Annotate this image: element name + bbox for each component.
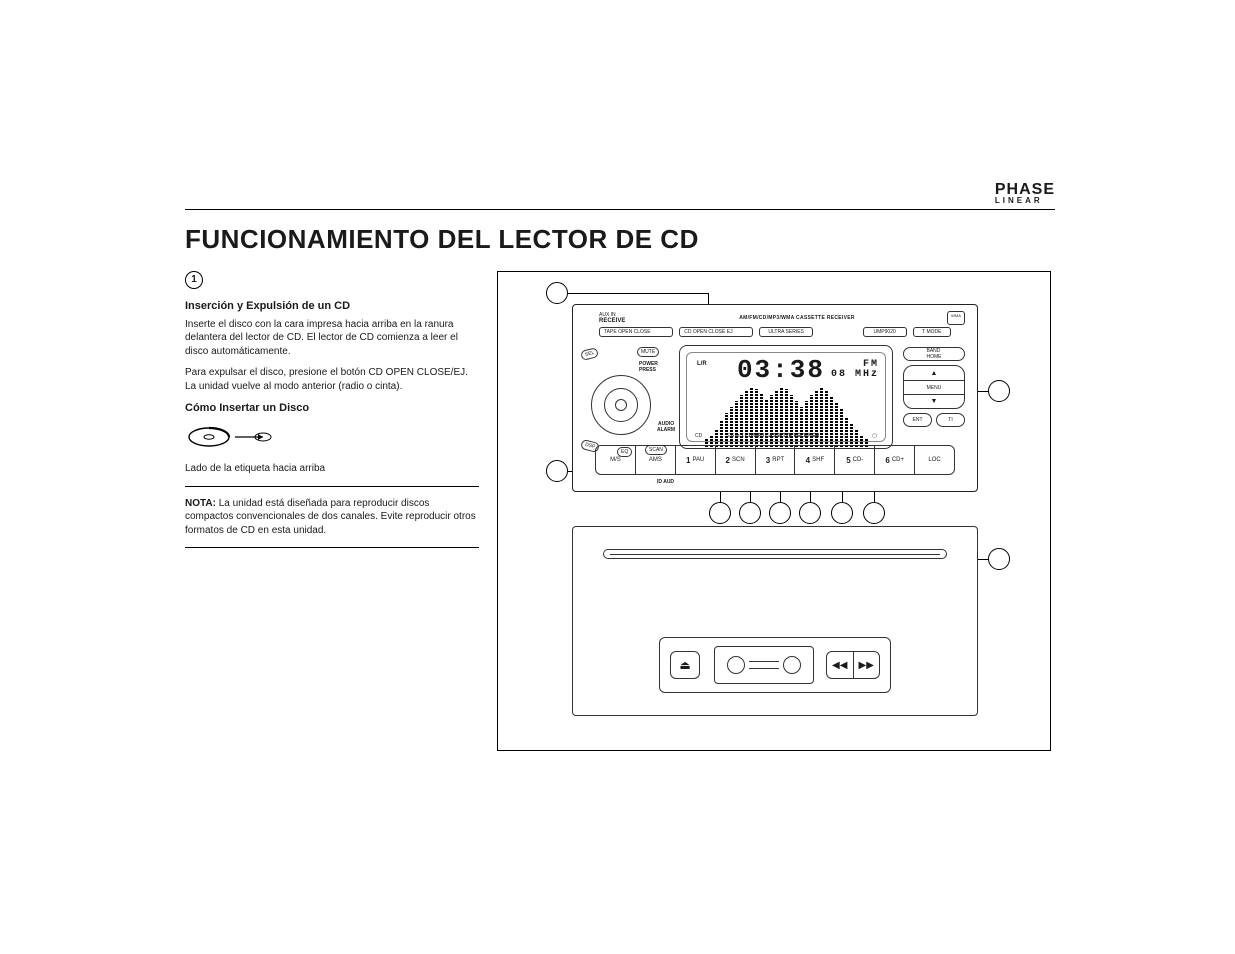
ti-button[interactable]: TI bbox=[936, 413, 965, 427]
cassette-door: ⏏ ◀◀ ▶▶ bbox=[659, 637, 891, 693]
callout-1-label: 1 bbox=[185, 271, 203, 289]
top-tabs: TAPE OPEN CLOSE CD OPEN CLOSE EJ ULTRA S… bbox=[599, 327, 951, 337]
lcd-equalizer bbox=[687, 385, 885, 449]
text-column: 1 Inserción y Expulsión de un CD Inserte… bbox=[185, 271, 479, 751]
callout-circle-slot bbox=[988, 548, 1010, 570]
cassette-forward-button[interactable]: ▶▶ bbox=[854, 652, 880, 678]
tape-open-close-button[interactable]: TAPE OPEN CLOSE bbox=[599, 327, 673, 337]
aux-in-bold: RECEIVE bbox=[599, 318, 625, 324]
ent-button[interactable]: ENT bbox=[903, 413, 932, 427]
brand-line2: LINEAR bbox=[995, 197, 1055, 204]
nav-stack: ▲ MENU ▼ bbox=[903, 365, 965, 409]
preset-button-m/s[interactable]: M/S bbox=[596, 446, 635, 474]
preset-button-2[interactable]: 2SCN bbox=[715, 446, 755, 474]
diagram-column: AUX IN RECEIVE WMA AM/FM/CD/MP3/WMA CASS… bbox=[497, 271, 1055, 751]
heading-insert-eject: Inserción y Expulsión de un CD bbox=[185, 299, 479, 314]
series-badge: ULTRA SERIES bbox=[759, 327, 812, 337]
cassette-window bbox=[714, 646, 814, 684]
diagram-frame: AUX IN RECEIVE WMA AM/FM/CD/MP3/WMA CASS… bbox=[497, 271, 1051, 751]
sel-button[interactable]: SEL bbox=[580, 347, 599, 361]
callout-circle-b6 bbox=[863, 502, 885, 524]
note-heading: NOTA: bbox=[185, 498, 216, 509]
aux-in-label: AUX IN RECEIVE bbox=[599, 313, 625, 324]
header-strip: AM/FM/CD/MP3/WMA CASSETTE RECEIVER bbox=[643, 315, 951, 321]
power-button[interactable] bbox=[615, 399, 627, 411]
rule-note-bottom bbox=[185, 547, 479, 548]
brand-line1: PHASE bbox=[995, 183, 1055, 197]
cassette-eject-button[interactable]: ⏏ bbox=[670, 651, 700, 679]
callout-circle-right bbox=[988, 380, 1010, 402]
mute-button[interactable]: MUTE bbox=[637, 347, 659, 357]
callout-circle-b4 bbox=[799, 502, 821, 524]
preset-button-ams[interactable]: AMS bbox=[635, 446, 675, 474]
lcd-mhz: MHz bbox=[855, 369, 879, 380]
leader-top-left bbox=[568, 293, 708, 294]
preset-button-loc[interactable]: LOC bbox=[914, 446, 954, 474]
bar-caption: 3 in 1 CD/MP3 CASSETTE RECEIVER bbox=[595, 433, 955, 439]
heading-how-insert: Cómo Insertar un Disco bbox=[185, 401, 479, 416]
callout-circle-b3 bbox=[769, 502, 791, 524]
rule-note-top bbox=[185, 486, 479, 487]
callout-circle-b2 bbox=[739, 502, 761, 524]
preset-button-3[interactable]: 3RPT bbox=[755, 446, 795, 474]
bar-sublabel: ID AUD bbox=[657, 479, 674, 485]
cassette-deck: ⏏ ◀◀ ▶▶ bbox=[572, 526, 978, 716]
preset-button-5[interactable]: 5CD- bbox=[834, 446, 874, 474]
left-control-cluster: SEL MUTE POWER PRESS DSP EQ SCAN AUDIO A… bbox=[583, 347, 675, 457]
head-unit: AUX IN RECEIVE WMA AM/FM/CD/MP3/WMA CASS… bbox=[572, 304, 978, 492]
lcd-time: 03:38 bbox=[737, 355, 825, 385]
label-side-text: Lado de la etiqueta hacia arriba bbox=[185, 462, 479, 476]
para-insert: Inserte el disco con la cara impresa hac… bbox=[185, 318, 479, 359]
menu-button[interactable]: MENU bbox=[904, 380, 964, 394]
power-press-label: POWER PRESS bbox=[639, 361, 658, 373]
lcd-lr: L/R bbox=[697, 361, 707, 367]
t-mode-button[interactable]: T MODE bbox=[913, 327, 951, 337]
callout-circle-b5 bbox=[831, 502, 853, 524]
preset-bar: 3 in 1 CD/MP3 CASSETTE RECEIVER M/SAMS1P… bbox=[595, 445, 955, 475]
preset-button-1[interactable]: 1PAU bbox=[675, 446, 715, 474]
band-home-button[interactable]: BAND HOME bbox=[903, 347, 965, 361]
preset-button-6[interactable]: 6CD+ bbox=[874, 446, 914, 474]
callout-circle-top-left bbox=[546, 282, 568, 304]
callout-circle-b1 bbox=[709, 502, 731, 524]
cassette-seek: ◀◀ ▶▶ bbox=[826, 651, 880, 679]
lcd-readout: 03:38 FM08 MHz bbox=[687, 353, 885, 385]
nav-down-button[interactable]: ▼ bbox=[904, 394, 964, 408]
note-body: La unidad está diseñada para reproducir … bbox=[185, 498, 476, 536]
disc-diagram bbox=[185, 420, 479, 454]
nav-up-button[interactable]: ▲ bbox=[904, 366, 964, 380]
lcd-track: 08 bbox=[831, 369, 847, 380]
cd-open-close-ej-button[interactable]: CD OPEN CLOSE EJ bbox=[679, 327, 753, 337]
header-text: AM/FM/CD/MP3/WMA CASSETTE RECEIVER bbox=[643, 315, 951, 321]
para-eject: Para expulsar el disco, presione el botó… bbox=[185, 366, 479, 393]
note-block: NOTA: La unidad está diseñada para repro… bbox=[185, 497, 479, 538]
cassette-rewind-button[interactable]: ◀◀ bbox=[827, 652, 854, 678]
page-title: FUNCIONAMIENTO DEL LECTOR DE CD bbox=[185, 224, 1055, 255]
model-badge: UMP9020 bbox=[863, 327, 907, 337]
volume-knob[interactable] bbox=[591, 375, 651, 435]
cd-slot[interactable] bbox=[603, 549, 947, 559]
preset-button-row: M/SAMS1PAU2SCN3RPT4SHF5CD-6CD+LOC bbox=[595, 445, 955, 475]
disc-icon bbox=[185, 420, 275, 454]
callout-circle-mid-left bbox=[546, 460, 568, 482]
preset-button-4[interactable]: 4SHF bbox=[794, 446, 834, 474]
brand-logo: PHASE LINEAR bbox=[995, 183, 1055, 205]
rule-top bbox=[185, 209, 1055, 210]
audio-alarm-label: AUDIO ALARM bbox=[657, 421, 675, 433]
